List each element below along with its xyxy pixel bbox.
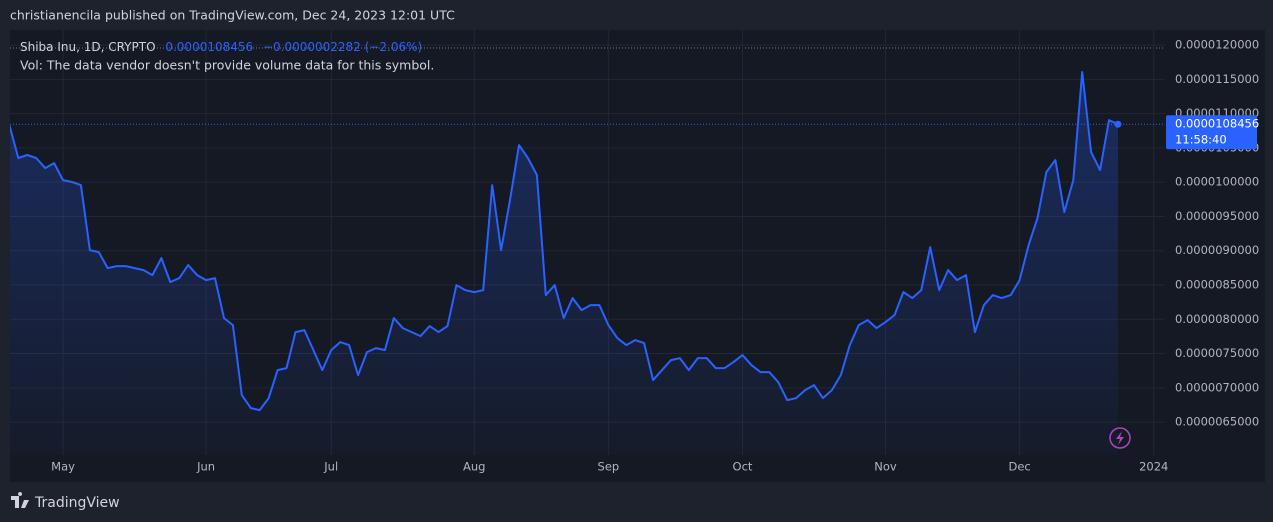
symbol: Shiba Inu, 1D, CRYPTO (20, 40, 156, 54)
x-tick-label: Jun (196, 460, 215, 474)
x-tick-label: Aug (463, 460, 485, 474)
last-point (1114, 120, 1122, 128)
x-tick-label: 2024 (1139, 460, 1168, 474)
icon-circle (1109, 427, 1131, 449)
y-tick-label: 0.0000085000 (1175, 278, 1259, 292)
price-label-countdown: 11:58:40 (1175, 133, 1227, 147)
axes: 0.0000065000 0.0000070000 0.0000075000 0.00… (51, 38, 1259, 474)
price-label-value: 0.0000108456 (1175, 117, 1259, 131)
plot (10, 71, 1165, 455)
y-tick-label: 0.0000065000 (1175, 415, 1259, 429)
price-label-box (1166, 115, 1257, 150)
price-label: 0.0000108456 11:58:40 (1166, 115, 1259, 150)
price-axis (1165, 30, 1265, 455)
x-tick-label: Oct (733, 460, 753, 474)
y-tick-label: 0.0000100000 (1175, 175, 1259, 189)
y-tick-label: 0.0000095000 (1175, 209, 1259, 223)
y-tick-label: 0.0000115000 (1175, 72, 1259, 86)
price-line (10, 71, 1119, 412)
published-note: christianencila published on TradingView… (10, 8, 455, 23)
x-tick-label: Jul (323, 460, 338, 474)
lightning-icon[interactable] (1109, 427, 1131, 449)
volume-note: Vol: The data vendor doesn't provide vol… (20, 58, 434, 73)
time-axis (10, 455, 1265, 482)
y-tick-label: 0.0000080000 (1175, 312, 1259, 326)
footer-logo: TradingView (11, 492, 120, 511)
x-tick-label: Dec (1008, 460, 1030, 474)
x-tick-label: May (51, 460, 75, 474)
x-tick-label: Nov (874, 460, 897, 474)
y-tick-label: 0.0000090000 (1175, 243, 1259, 257)
y-tick-label: 0.0000075000 (1175, 346, 1259, 360)
legend: Shiba Inu, 1D, CRYPTO 0.0000108456 −0.00… (20, 40, 422, 54)
last-value: 0.0000108456 (165, 40, 253, 54)
y-tick-label: 0.0000120000 (1175, 38, 1259, 52)
change: −0.0000002282 (−2.06%) (263, 40, 422, 54)
logo-mark (11, 492, 29, 508)
y-tick-label: 0.0000070000 (1175, 380, 1259, 394)
area (10, 72, 1118, 455)
brand: TradingView (34, 495, 120, 511)
icon-bolt (1116, 431, 1124, 445)
x-tick-label: Sep (598, 460, 620, 474)
